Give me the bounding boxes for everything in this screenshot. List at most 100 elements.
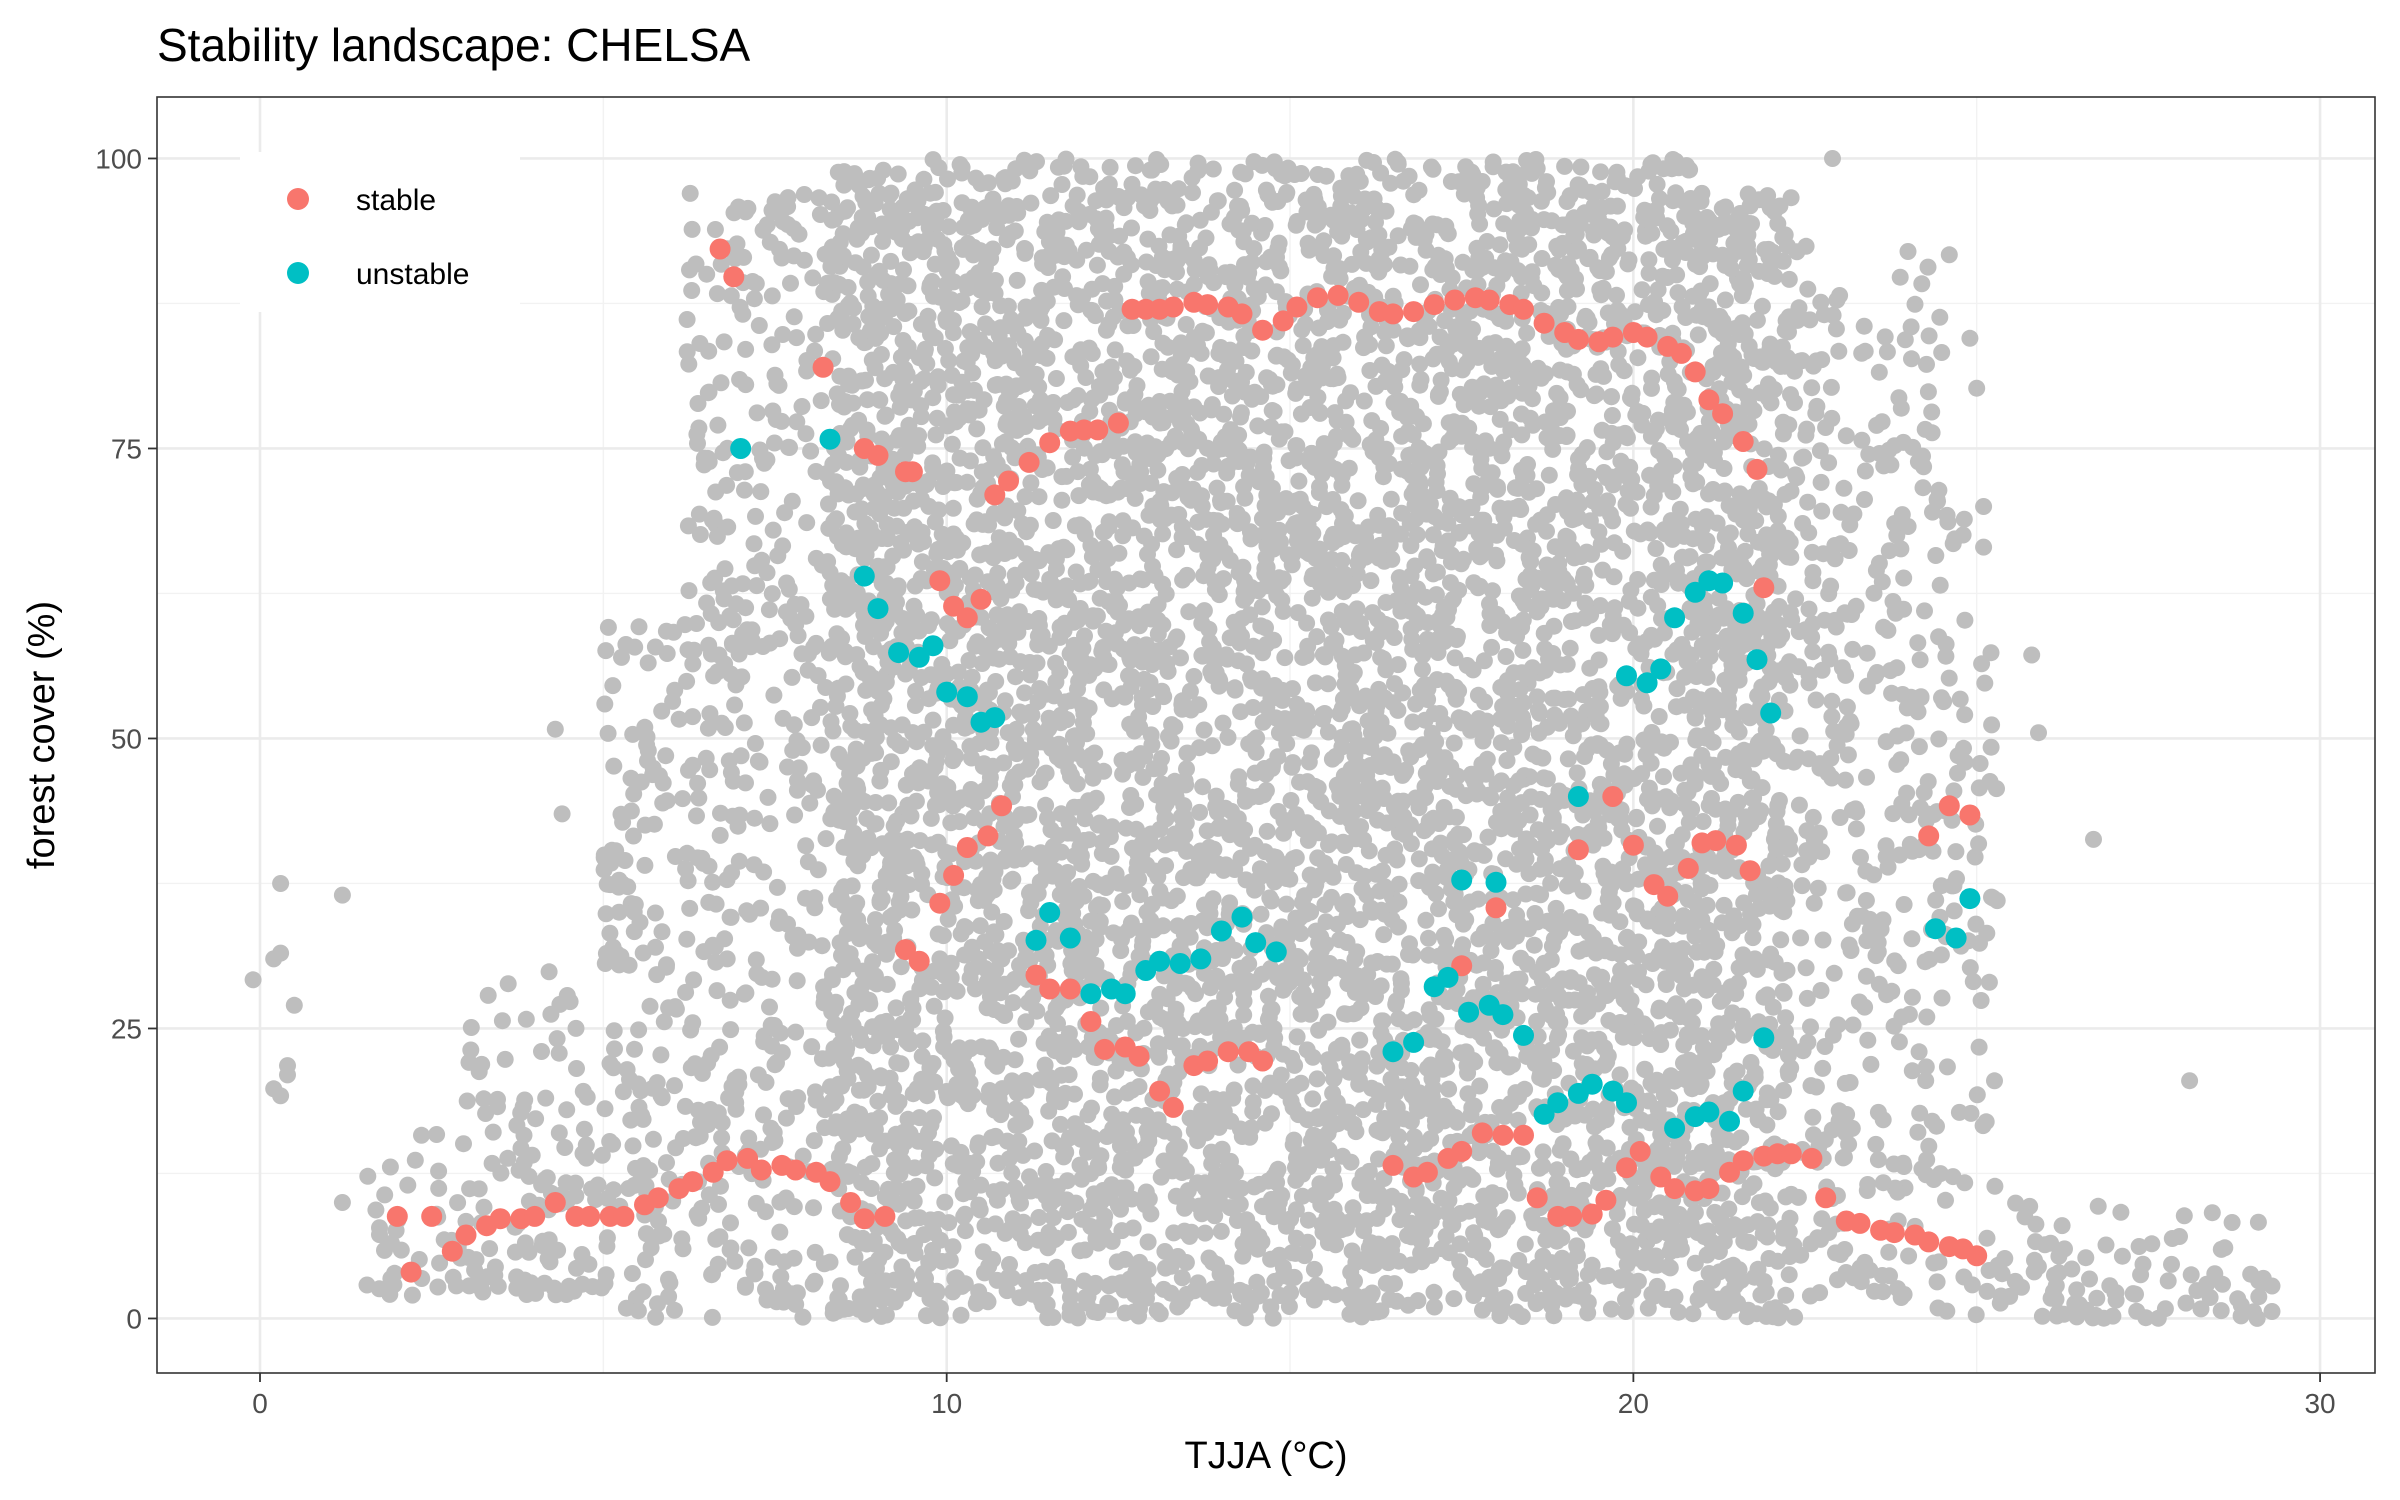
background-point	[1377, 1274, 1395, 1292]
background-point	[1514, 641, 1532, 659]
background-point	[1599, 1047, 1617, 1065]
background-point	[1528, 1258, 1546, 1276]
background-point	[1302, 1132, 1320, 1150]
background-point	[1126, 1265, 1144, 1283]
background-point	[1356, 328, 1374, 346]
background-point	[1528, 913, 1546, 931]
background-point	[1232, 703, 1250, 721]
background-point	[1423, 840, 1441, 858]
background-point	[1210, 1287, 1228, 1304]
background-point	[1373, 1012, 1391, 1030]
background-point	[1435, 1112, 1453, 1130]
background-point	[1414, 736, 1432, 754]
background-point	[1574, 882, 1592, 900]
background-point	[1669, 1303, 1687, 1321]
background-point	[1479, 828, 1497, 846]
background-point	[1663, 1207, 1680, 1225]
background-point	[1268, 376, 1286, 394]
background-point	[1676, 668, 1694, 686]
background-point	[1612, 452, 1630, 470]
background-point	[1497, 648, 1515, 665]
background-point	[1400, 742, 1418, 760]
background-point	[1373, 779, 1391, 797]
background-point	[1488, 605, 1506, 623]
background-point	[942, 291, 960, 309]
background-point	[934, 728, 952, 746]
background-point	[1346, 767, 1364, 785]
background-point	[1346, 983, 1364, 1001]
background-point	[1424, 863, 1442, 881]
background-point	[1071, 575, 1089, 593]
background-point	[1093, 845, 1111, 862]
background-point	[1280, 1298, 1298, 1315]
background-point	[1243, 390, 1261, 408]
background-point	[1684, 1305, 1702, 1323]
background-point	[1114, 527, 1132, 545]
background-point	[1506, 798, 1524, 816]
background-point	[1548, 1232, 1566, 1250]
background-point	[1627, 406, 1645, 424]
background-point	[1064, 348, 1082, 366]
background-point	[1053, 176, 1071, 193]
background-point	[1511, 681, 1529, 699]
background-point	[992, 297, 1010, 315]
background-point	[1576, 204, 1594, 222]
background-point	[1191, 211, 1209, 229]
background-point	[1211, 817, 1229, 835]
background-point	[1335, 528, 1353, 546]
background-point	[980, 1039, 998, 1057]
background-point	[1168, 541, 1186, 559]
background-point	[936, 1009, 954, 1027]
background-point	[1423, 768, 1441, 786]
background-point	[1292, 165, 1310, 182]
background-point	[1691, 1078, 1709, 1095]
background-point	[1566, 991, 1584, 1009]
background-point	[1225, 208, 1243, 226]
background-point	[952, 1306, 970, 1324]
background-point	[1100, 656, 1118, 673]
background-point	[1345, 726, 1363, 744]
background-point	[1152, 156, 1170, 173]
background-point	[1151, 882, 1169, 900]
background-point	[1591, 775, 1609, 793]
background-point	[1059, 1203, 1077, 1221]
background-point	[1212, 339, 1230, 356]
background-point	[1165, 1224, 1183, 1242]
background-point	[1105, 369, 1123, 386]
background-point	[1057, 467, 1075, 485]
background-point	[1601, 906, 1619, 924]
background-point	[1089, 478, 1107, 496]
background-point	[1465, 574, 1483, 592]
background-point	[1603, 944, 1621, 962]
background-point	[1017, 1081, 1035, 1099]
background-point	[926, 1169, 944, 1187]
background-point	[927, 426, 945, 444]
chart-title: Stability landscape: CHELSA	[157, 19, 751, 71]
background-point	[1149, 1035, 1167, 1053]
background-point	[1603, 388, 1620, 406]
background-point	[993, 435, 1011, 453]
background-point	[1498, 624, 1516, 642]
background-point	[1069, 296, 1087, 314]
background-point	[967, 794, 985, 812]
background-point	[1115, 199, 1133, 217]
background-point	[1643, 379, 1660, 397]
background-point	[1424, 526, 1442, 544]
background-point	[1354, 1166, 1372, 1184]
background-point	[1573, 1007, 1591, 1025]
background-point	[1513, 384, 1531, 402]
background-point	[1445, 893, 1463, 911]
background-point	[1497, 181, 1515, 199]
background-point	[953, 1086, 970, 1104]
background-point	[1616, 969, 1634, 987]
background-point	[1382, 490, 1400, 508]
background-point	[1268, 346, 1286, 364]
background-point	[1114, 765, 1132, 783]
background-point	[986, 272, 1004, 289]
background-point	[1427, 885, 1445, 903]
background-point	[921, 279, 939, 297]
background-point	[1641, 1030, 1659, 1048]
background-point	[1226, 679, 1244, 697]
background-point	[1599, 492, 1616, 510]
background-point	[1047, 370, 1065, 387]
